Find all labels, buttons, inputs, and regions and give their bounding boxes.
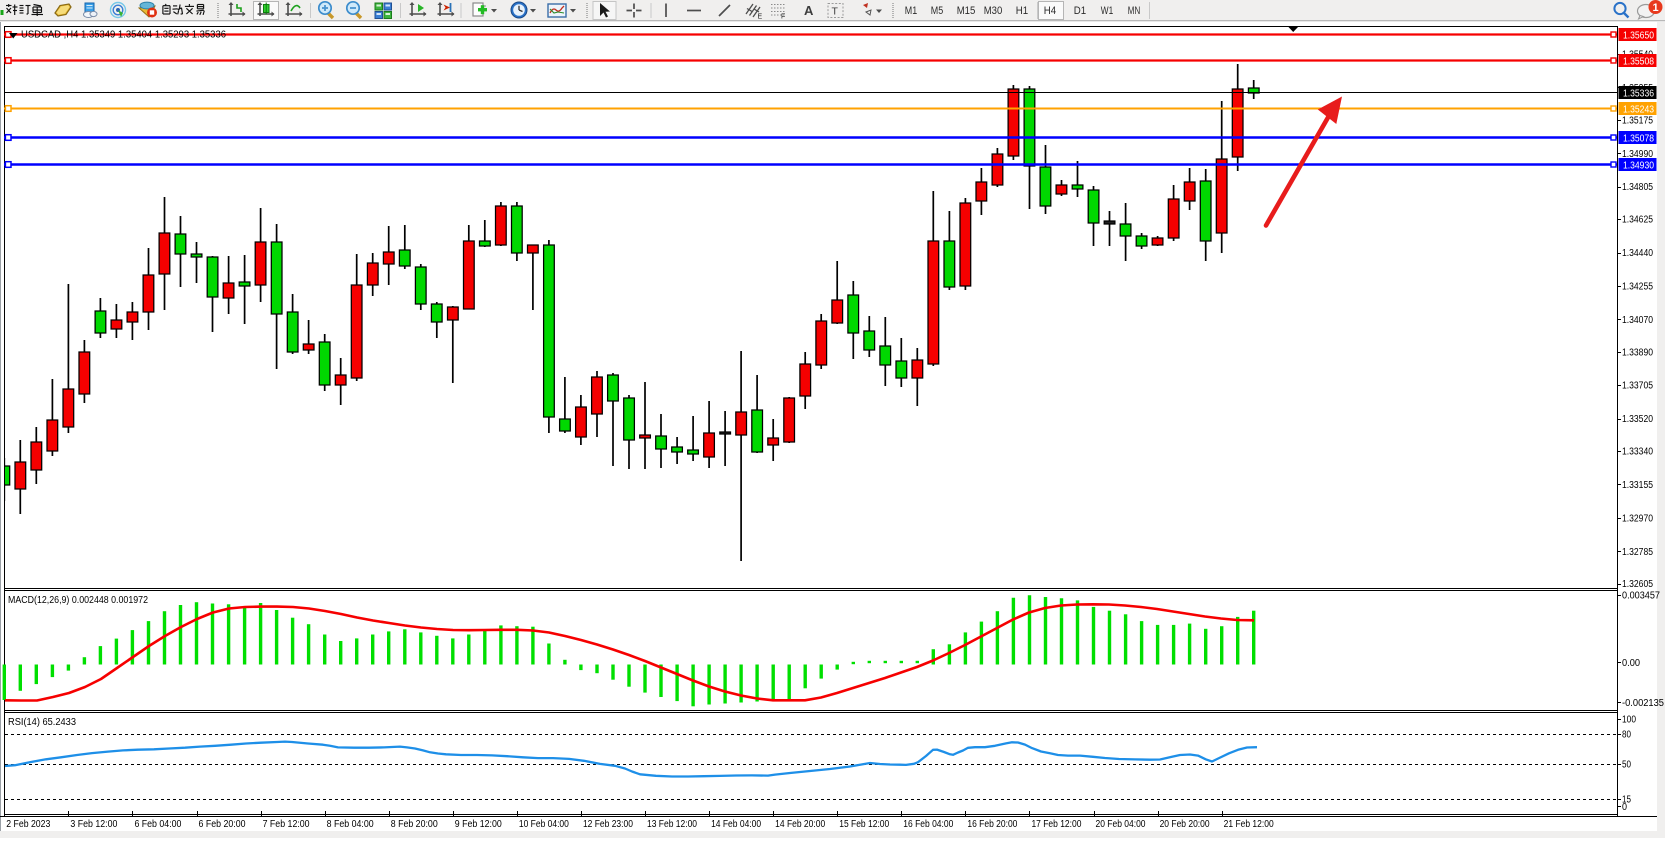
svg-text:1.32785: 1.32785 [1622,547,1653,558]
svg-text:1.34930: 1.34930 [1623,160,1654,171]
svg-text:15 Feb 12:00: 15 Feb 12:00 [839,819,889,830]
svg-text:1.33520: 1.33520 [1622,414,1653,425]
svg-text:3 Feb 12:00: 3 Feb 12:00 [70,819,117,830]
svg-text:1.34805: 1.34805 [1622,182,1653,193]
svg-text:17 Feb 12:00: 17 Feb 12:00 [1031,819,1081,830]
svg-text:1.34255: 1.34255 [1622,282,1653,293]
svg-text:USDCAD ,H4 1.35349 1.35404 1.: USDCAD ,H4 1.35349 1.35404 1.35293 1.353… [21,30,226,41]
svg-text:80: 80 [1622,729,1631,740]
svg-text:H4: H4 [1044,5,1056,17]
svg-text:20 Feb 20:00: 20 Feb 20:00 [1160,819,1210,830]
svg-text:1.32605: 1.32605 [1622,579,1653,590]
svg-text:E: E [758,14,763,21]
svg-text:2 Feb 2023: 2 Feb 2023 [6,819,50,830]
svg-text:6 Feb 20:00: 6 Feb 20:00 [199,819,246,830]
svg-text:1.35078: 1.35078 [1623,133,1654,144]
svg-text:20 Feb 04:00: 20 Feb 04:00 [1096,819,1146,830]
svg-text:1: 1 [1652,2,1658,14]
svg-text:1.35243: 1.35243 [1623,104,1654,115]
svg-text:13 Feb 12:00: 13 Feb 12:00 [647,819,697,830]
svg-text:16 Feb 04:00: 16 Feb 04:00 [903,819,953,830]
svg-text:W1: W1 [1101,5,1113,17]
svg-text:M5: M5 [931,5,943,17]
svg-text:0: 0 [1622,802,1627,813]
svg-text:10 Feb 04:00: 10 Feb 04:00 [519,819,569,830]
svg-text:8 Feb 04:00: 8 Feb 04:00 [327,819,374,830]
svg-text:21 Feb 12:00: 21 Feb 12:00 [1224,819,1274,830]
svg-text:1.34625: 1.34625 [1622,215,1653,226]
svg-text:F: F [781,14,785,21]
svg-text:1.34070: 1.34070 [1622,315,1653,326]
svg-text:-0.002135: -0.002135 [1622,698,1664,709]
svg-text:1.35336: 1.35336 [1623,88,1654,99]
svg-text:14 Feb 20:00: 14 Feb 20:00 [775,819,825,830]
svg-text:M1: M1 [905,5,917,17]
svg-text:0.00: 0.00 [1622,658,1640,669]
svg-text:8 Feb 20:00: 8 Feb 20:00 [391,819,438,830]
svg-text:M15: M15 [957,5,976,17]
svg-text:0.003457: 0.003457 [1622,591,1660,602]
svg-text:1.33705: 1.33705 [1622,381,1653,392]
svg-text:RSI(14) 65.2433: RSI(14) 65.2433 [8,717,76,728]
svg-text:1.32970: 1.32970 [1622,513,1653,524]
svg-text:9 Feb 12:00: 9 Feb 12:00 [455,819,502,830]
svg-text:1.34440: 1.34440 [1622,248,1653,259]
svg-text:1.33155: 1.33155 [1622,480,1653,491]
svg-text:1.35175: 1.35175 [1622,115,1653,126]
svg-text:50: 50 [1622,760,1631,771]
svg-text:12 Feb 23:00: 12 Feb 23:00 [583,819,633,830]
svg-text:14 Feb 04:00: 14 Feb 04:00 [711,819,761,830]
svg-text:16 Feb 20:00: 16 Feb 20:00 [967,819,1017,830]
svg-text:7 Feb 12:00: 7 Feb 12:00 [263,819,310,830]
svg-text:1.33340: 1.33340 [1622,447,1653,458]
svg-text:M30: M30 [984,5,1003,17]
svg-text:100: 100 [1622,715,1636,726]
svg-text:H1: H1 [1016,5,1028,17]
svg-text:1.35650: 1.35650 [1623,30,1654,41]
svg-text:1.35508: 1.35508 [1623,56,1654,67]
svg-text:1.33890: 1.33890 [1622,347,1653,358]
svg-text:T: T [832,6,839,18]
svg-text:A: A [804,3,814,18]
svg-text:D1: D1 [1074,5,1086,17]
svg-text:MACD(12,26,9) 0.002448 0.00197: MACD(12,26,9) 0.002448 0.001972 [8,595,148,606]
svg-text:6 Feb 04:00: 6 Feb 04:00 [134,819,181,830]
svg-text:MN: MN [1128,5,1140,17]
